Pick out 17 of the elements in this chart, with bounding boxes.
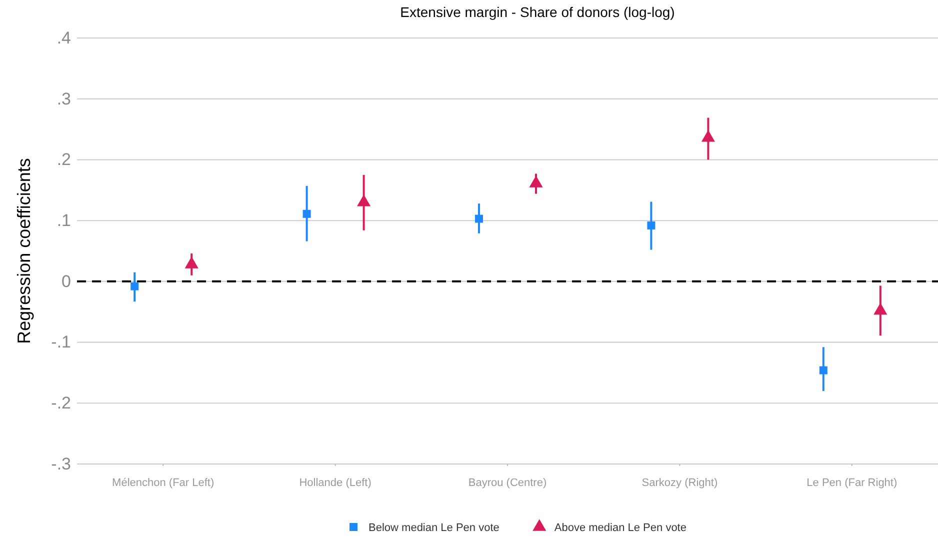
x-tick-label: Mélenchon (Far Left) [112,476,214,489]
x-tick-label: Bayrou (Centre) [468,476,547,489]
y-tick-label: .1 [56,211,71,230]
y-tick-label: 0 [62,272,71,291]
chart-title: Extensive margin - Share of donors (log-log) [400,4,675,20]
y-tick-label: -.2 [51,394,71,413]
x-tick-label: Sarkozy (Right) [642,476,718,489]
legend-label: Above median Le Pen vote [554,522,686,534]
y-axis-title: Regression coefficients [14,158,34,344]
y-tick-label: -.3 [51,454,71,474]
legend-label: Below median Le Pen vote [368,522,500,534]
x-tick-label: Le Pen (Far Right) [806,476,898,489]
y-tick-label: -.1 [51,332,71,352]
y-tick-label: .2 [56,150,71,170]
x-tick-label: Hollande (Left) [299,476,372,489]
y-tick-label: .3 [56,89,71,108]
y-tick-label: .4 [56,28,71,48]
